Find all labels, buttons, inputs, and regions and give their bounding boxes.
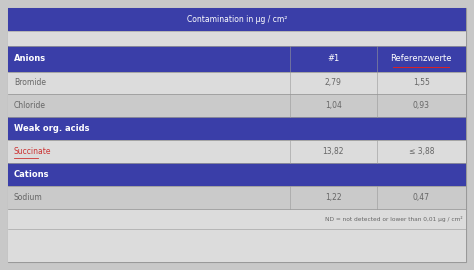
Text: Chloride: Chloride — [14, 101, 46, 110]
Text: 13,82: 13,82 — [322, 147, 344, 156]
Bar — [8, 31, 466, 46]
Bar — [8, 186, 466, 209]
Text: 0,47: 0,47 — [413, 193, 430, 202]
Bar — [8, 140, 466, 163]
Text: Anions: Anions — [14, 54, 46, 63]
Bar — [8, 209, 466, 229]
Text: 1,22: 1,22 — [325, 193, 341, 202]
Text: Weak org. acids: Weak org. acids — [14, 124, 90, 133]
Bar — [8, 94, 466, 117]
Bar — [8, 229, 466, 262]
Text: Sodium: Sodium — [14, 193, 43, 202]
Text: Contamination in μg / cm²: Contamination in μg / cm² — [187, 15, 287, 24]
Bar — [8, 8, 466, 31]
Text: ≤ 3,88: ≤ 3,88 — [409, 147, 434, 156]
Text: ND = not detected or lower than 0,01 μg / cm²: ND = not detected or lower than 0,01 μg … — [325, 216, 463, 222]
Text: 0,93: 0,93 — [413, 101, 430, 110]
Bar — [8, 163, 466, 186]
Text: Cations: Cations — [14, 170, 49, 179]
Bar — [8, 72, 466, 94]
Text: 1,04: 1,04 — [325, 101, 342, 110]
Text: Referenzwerte: Referenzwerte — [391, 54, 452, 63]
Text: #1: #1 — [327, 54, 339, 63]
Text: 1,55: 1,55 — [413, 78, 430, 87]
Bar — [8, 117, 466, 140]
Bar — [8, 46, 466, 72]
Text: Succinate: Succinate — [14, 147, 52, 156]
Text: Bromide: Bromide — [14, 78, 46, 87]
Text: 2,79: 2,79 — [325, 78, 342, 87]
